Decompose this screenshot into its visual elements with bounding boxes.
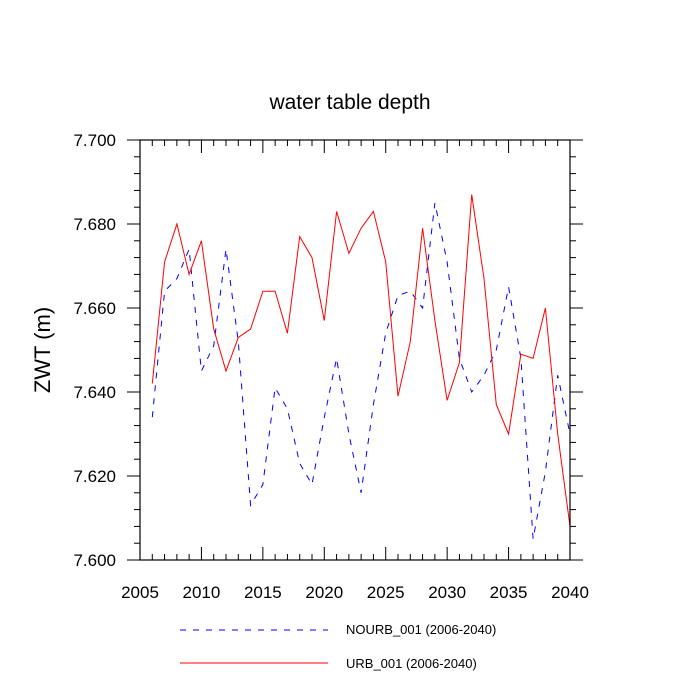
y-tick-label: 7.680 <box>73 215 116 234</box>
plot-frame <box>139 139 571 561</box>
x-tick-label: 2035 <box>490 583 528 602</box>
legend-label-urb: URB_001 (2006-2040) <box>346 656 477 671</box>
chart-title: water table depth <box>268 91 430 114</box>
y-tick-label: 7.700 <box>73 131 116 150</box>
x-tick-label: 2020 <box>305 583 343 602</box>
series-lines <box>151 194 571 540</box>
y-axis-label: ZWT (m) <box>30 307 55 393</box>
legend: NOURB_001 (2006-2040) URB_001 (2006-2040… <box>180 622 496 671</box>
y-tick-label: 7.660 <box>73 299 116 318</box>
x-tick-label: 2040 <box>551 583 589 602</box>
series-line-nourb <box>151 202 571 540</box>
x-tick-label: 2010 <box>183 583 221 602</box>
series-line-urb <box>151 194 571 527</box>
x-tick-label: 2005 <box>121 583 159 602</box>
y-tick-label: 7.620 <box>73 467 116 486</box>
x-tick-label: 2015 <box>244 583 282 602</box>
y-tick-label: 7.600 <box>73 551 116 570</box>
legend-label-nourb: NOURB_001 (2006-2040) <box>346 622 496 637</box>
x-tick-label: 2025 <box>367 583 405 602</box>
axis-ticks: 2005 2010 2015 2020 2025 2030 2035 2040 7.600 7.6… <box>73 131 588 602</box>
y-tick-label: 7.640 <box>73 383 116 402</box>
x-tick-label: 2030 <box>428 583 466 602</box>
